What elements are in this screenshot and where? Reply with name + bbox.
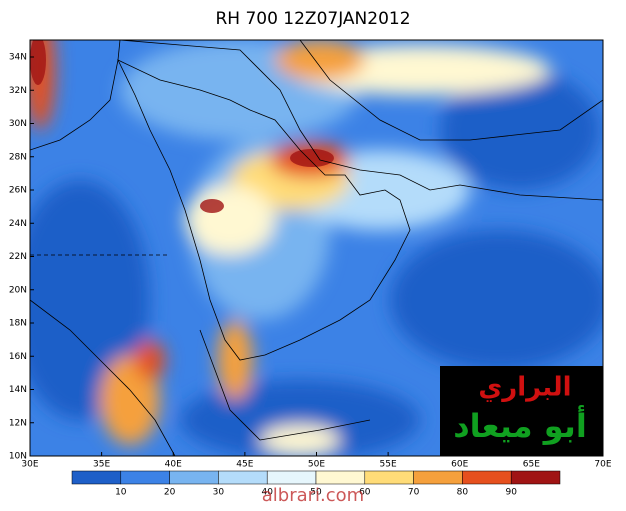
lat-label: 14N: [9, 385, 27, 395]
lon-label: 45E: [236, 460, 253, 470]
colorbar-box: [218, 470, 268, 485]
colorbar-label: 90: [505, 488, 517, 498]
lon-label: 70E: [594, 460, 611, 470]
lat-label: 24N: [9, 219, 27, 229]
colorbar-box: [266, 470, 317, 485]
colorbar-box: [364, 470, 414, 485]
lon-label: 55E: [380, 460, 397, 470]
colorbar-box: [71, 470, 122, 485]
lat-label: 20N: [9, 285, 27, 295]
rh-field: [30, 40, 603, 456]
colorbar-box: [169, 470, 219, 485]
colorbar-box: [413, 470, 463, 485]
colorbar-label: 60: [359, 488, 371, 498]
lat-label: 28N: [9, 152, 27, 162]
colorbar-box: [120, 470, 170, 485]
logo-box: [440, 366, 603, 456]
lat-label: 22N: [9, 252, 27, 262]
lat-label: 32N: [9, 86, 27, 96]
lon-label: 50E: [308, 460, 325, 470]
colorbar-box: [510, 470, 561, 485]
colorbar-label: 10: [115, 488, 127, 498]
logo: البراري أبو ميعاد: [440, 366, 603, 456]
colorbar-label: 50: [310, 488, 322, 498]
lat-label: 18N: [9, 319, 27, 329]
colorbar-label: 70: [408, 488, 420, 498]
map-title: RH 700 12Z07JAN2012: [215, 9, 410, 29]
lon-label: 60E: [451, 460, 468, 470]
lat-label: 26N: [9, 186, 27, 196]
colorbar-label: 40: [261, 488, 273, 498]
lat-label: 16N: [9, 352, 27, 362]
colorbar-box: [462, 470, 512, 485]
lon-label: 30E: [21, 460, 38, 470]
logo-line1: البراري: [478, 373, 571, 403]
colorbar-label: 20: [164, 488, 176, 498]
lat-label: 10N: [9, 452, 27, 462]
colorbar-label: 30: [213, 488, 225, 498]
footer: albrari.com: [262, 485, 364, 506]
logo-line2: أبو ميعاد: [453, 405, 587, 445]
lat-label: 30N: [9, 119, 27, 129]
colorbar-label: 80: [457, 488, 469, 498]
lon-label: 65E: [523, 460, 540, 470]
lat-label: 12N: [9, 418, 27, 428]
colorbar-box: [315, 470, 366, 485]
lon-label: 40E: [165, 460, 182, 470]
lon-label: 35E: [93, 460, 110, 470]
lat-label: 34N: [9, 53, 27, 63]
